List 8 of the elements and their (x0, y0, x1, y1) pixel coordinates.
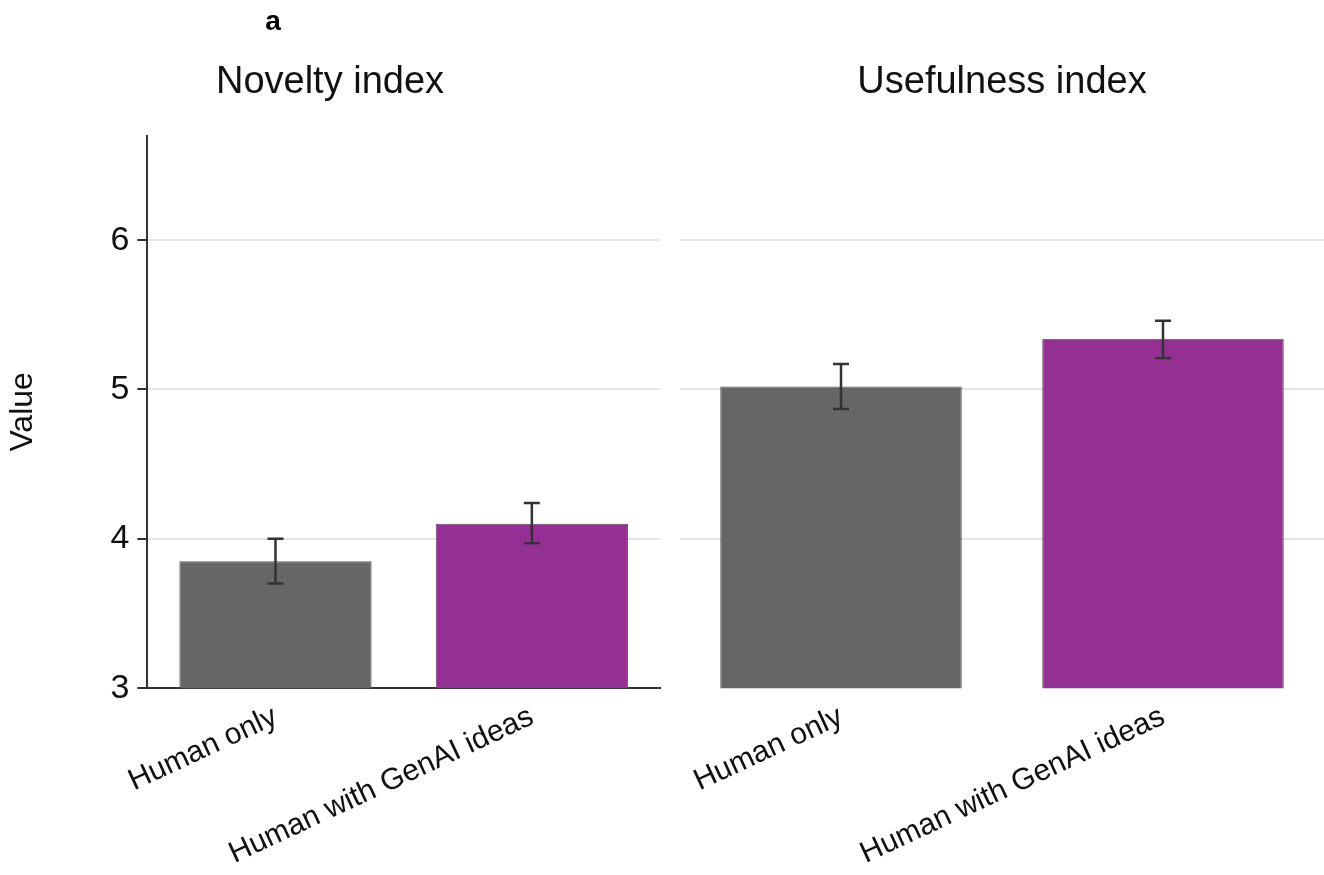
chart-title: Usefulness index (857, 59, 1147, 102)
text: a (265, 4, 282, 36)
chart-title: Novelty index (215, 59, 445, 102)
y-tick-label: 3 (110, 666, 130, 705)
y-axis-title: Value (3, 372, 40, 452)
y-tick-label: 4 (110, 517, 130, 556)
y-tick-label: 6 (110, 218, 130, 257)
y-tick-label: 5 (110, 367, 130, 406)
